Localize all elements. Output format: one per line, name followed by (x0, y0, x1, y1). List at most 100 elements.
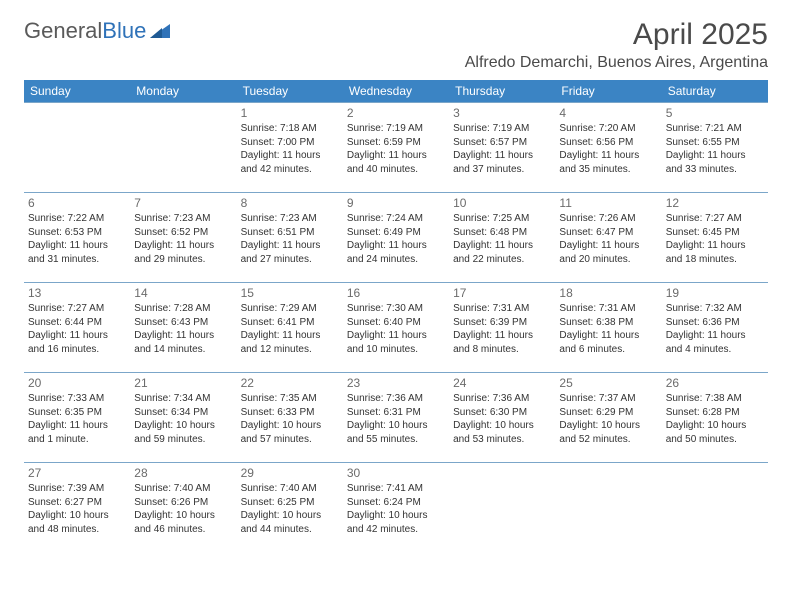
day-number: 22 (241, 376, 339, 390)
daylight-text: Daylight: 10 hours and 48 minutes. (28, 509, 126, 536)
day-cell: 3 Sunrise: 7:19 AMSunset: 6:57 PMDaylight… (449, 103, 555, 193)
sunset-text: Sunset: 6:41 PM (241, 316, 339, 330)
day-cell: 9Sunrise: 7:24 AMSunset: 6:49 PMDaylight… (343, 193, 449, 283)
sunset-text: Sunset: 6:30 PM (453, 406, 551, 420)
dow-saturday: Saturday (662, 80, 768, 103)
sunset-text: Sunset: 6:59 PM (347, 136, 445, 150)
sunset-text: Sunset: 6:39 PM (453, 316, 551, 330)
sunrise-text: Sunrise: 7:22 AM (28, 212, 126, 226)
day-details: Sunrise: 7:33 AMSunset: 6:35 PMDaylight:… (28, 392, 126, 446)
sunrise-text: Sunrise: 7:30 AM (347, 302, 445, 316)
sunset-text: Sunset: 6:45 PM (666, 226, 764, 240)
dow-monday: Monday (130, 80, 236, 103)
sunrise-text: Sunrise: 7:31 AM (453, 302, 551, 316)
daylight-text: Daylight: 11 hours and 35 minutes. (559, 149, 657, 176)
daylight-text: Daylight: 11 hours and 31 minutes. (28, 239, 126, 266)
day-details: Sunrise: 7:19 AMSunset: 6:57 PMDaylight:… (453, 122, 551, 176)
day-number: 19 (666, 286, 764, 300)
daylight-text: Daylight: 10 hours and 50 minutes. (666, 419, 764, 446)
sunrise-text: Sunrise: 7:32 AM (666, 302, 764, 316)
calendar-row: 1Sunrise: 7:18 AMSunset: 7:00 PMDaylight… (24, 103, 768, 193)
sunset-text: Sunset: 6:38 PM (559, 316, 657, 330)
day-cell: 8Sunrise: 7:23 AMSunset: 6:51 PMDaylight… (237, 193, 343, 283)
daylight-text: Daylight: 11 hours and 37 minutes. (453, 149, 551, 176)
day-details: Sunrise: 7:32 AMSunset: 6:36 PMDaylight:… (666, 302, 764, 356)
empty-cell (130, 103, 236, 193)
page: GeneralBlue April 2025 Alfredo Demarchi,… (0, 0, 792, 571)
calendar-row: 13Sunrise: 7:27 AMSunset: 6:44 PMDayligh… (24, 283, 768, 373)
sunrise-text: Sunrise: 7:36 AM (347, 392, 445, 406)
dow-sunday: Sunday (24, 80, 130, 103)
sunrise-text: Sunrise: 7:29 AM (241, 302, 339, 316)
sunrise-text: Sunrise: 7:34 AM (134, 392, 232, 406)
sunrise-text: Sunrise: 7:39 AM (28, 482, 126, 496)
day-cell: 19 Sunrise: 7:32 AMSunset: 6:36 PMDayligh… (662, 283, 768, 373)
day-details: Sunrise: 7:41 AMSunset: 6:24 PMDaylight:… (347, 482, 445, 536)
daylight-text: Daylight: 10 hours and 52 minutes. (559, 419, 657, 446)
sunrise-text: Sunrise: 7:19 AM (347, 122, 445, 136)
brand-logo: GeneralBlue (24, 18, 172, 44)
day-details: Sunrise: 7:35 AMSunset: 6:33 PMDaylight:… (241, 392, 339, 446)
day-cell: 28Sunrise: 7:40 AMSunset: 6:26 PMDayligh… (130, 463, 236, 553)
day-details: Sunrise: 7:23 AMSunset: 6:52 PMDaylight:… (134, 212, 232, 266)
sunset-text: Sunset: 6:25 PM (241, 496, 339, 510)
daylight-text: Daylight: 10 hours and 53 minutes. (453, 419, 551, 446)
sunset-text: Sunset: 6:31 PM (347, 406, 445, 420)
day-cell: 14Sunrise: 7:28 AMSunset: 6:43 PMDayligh… (130, 283, 236, 373)
day-details: Sunrise: 7:38 AMSunset: 6:28 PMDaylight:… (666, 392, 764, 446)
day-number: 8 (241, 196, 339, 210)
day-number: 6 (28, 196, 126, 210)
sunrise-text: Sunrise: 7:41 AM (347, 482, 445, 496)
day-number: 24 (453, 376, 551, 390)
daylight-text: Daylight: 10 hours and 42 minutes. (347, 509, 445, 536)
dow-tuesday: Tuesday (237, 80, 343, 103)
daylight-text: Daylight: 11 hours and 6 minutes. (559, 329, 657, 356)
day-details: Sunrise: 7:28 AMSunset: 6:43 PMDaylight:… (134, 302, 232, 356)
day-cell: 12Sunrise: 7:27 AMSunset: 6:45 PMDayligh… (662, 193, 768, 283)
daylight-text: Daylight: 11 hours and 22 minutes. (453, 239, 551, 266)
sunset-text: Sunset: 6:35 PM (28, 406, 126, 420)
day-number: 7 (134, 196, 232, 210)
sail-icon (148, 22, 172, 40)
sunrise-text: Sunrise: 7:18 AM (241, 122, 339, 136)
daylight-text: Daylight: 11 hours and 29 minutes. (134, 239, 232, 266)
sunset-text: Sunset: 6:55 PM (666, 136, 764, 150)
day-cell: 21Sunrise: 7:34 AMSunset: 6:34 PMDayligh… (130, 373, 236, 463)
day-number: 12 (666, 196, 764, 210)
day-details: Sunrise: 7:31 AMSunset: 6:38 PMDaylight:… (559, 302, 657, 356)
day-number: 26 (666, 376, 764, 390)
sunset-text: Sunset: 7:00 PM (241, 136, 339, 150)
day-cell: 23Sunrise: 7:36 AMSunset: 6:31 PMDayligh… (343, 373, 449, 463)
brand-general: General (24, 18, 102, 44)
day-number: 25 (559, 376, 657, 390)
sunset-text: Sunset: 6:27 PM (28, 496, 126, 510)
day-cell: 10Sunrise: 7:25 AMSunset: 6:48 PMDayligh… (449, 193, 555, 283)
day-cell: 30Sunrise: 7:41 AMSunset: 6:24 PMDayligh… (343, 463, 449, 553)
daylight-text: Daylight: 11 hours and 40 minutes. (347, 149, 445, 176)
empty-cell (449, 463, 555, 553)
day-cell: 18Sunrise: 7:31 AMSunset: 6:38 PMDayligh… (555, 283, 661, 373)
sunset-text: Sunset: 6:43 PM (134, 316, 232, 330)
day-details: Sunrise: 7:20 AMSunset: 6:56 PMDaylight:… (559, 122, 657, 176)
day-number: 2 (347, 106, 445, 120)
sunset-text: Sunset: 6:47 PM (559, 226, 657, 240)
sunrise-text: Sunrise: 7:36 AM (453, 392, 551, 406)
daylight-text: Daylight: 11 hours and 4 minutes. (666, 329, 764, 356)
day-cell: 11Sunrise: 7:26 AMSunset: 6:47 PMDayligh… (555, 193, 661, 283)
calendar-row: 6Sunrise: 7:22 AMSunset: 6:53 PMDaylight… (24, 193, 768, 283)
day-details: Sunrise: 7:31 AMSunset: 6:39 PMDaylight:… (453, 302, 551, 356)
daylight-text: Daylight: 11 hours and 42 minutes. (241, 149, 339, 176)
day-details: Sunrise: 7:26 AMSunset: 6:47 PMDaylight:… (559, 212, 657, 266)
day-number: 28 (134, 466, 232, 480)
sunrise-text: Sunrise: 7:35 AM (241, 392, 339, 406)
sunset-text: Sunset: 6:53 PM (28, 226, 126, 240)
day-cell: 13Sunrise: 7:27 AMSunset: 6:44 PMDayligh… (24, 283, 130, 373)
calendar-table: Sunday Monday Tuesday Wednesday Thursday… (24, 80, 768, 553)
day-number: 10 (453, 196, 551, 210)
day-details: Sunrise: 7:24 AMSunset: 6:49 PMDaylight:… (347, 212, 445, 266)
day-number: 20 (28, 376, 126, 390)
sunrise-text: Sunrise: 7:19 AM (453, 122, 551, 136)
sunrise-text: Sunrise: 7:26 AM (559, 212, 657, 226)
day-number: 3 (453, 106, 551, 120)
day-cell: 4Sunrise: 7:20 AMSunset: 6:56 PMDaylight… (555, 103, 661, 193)
